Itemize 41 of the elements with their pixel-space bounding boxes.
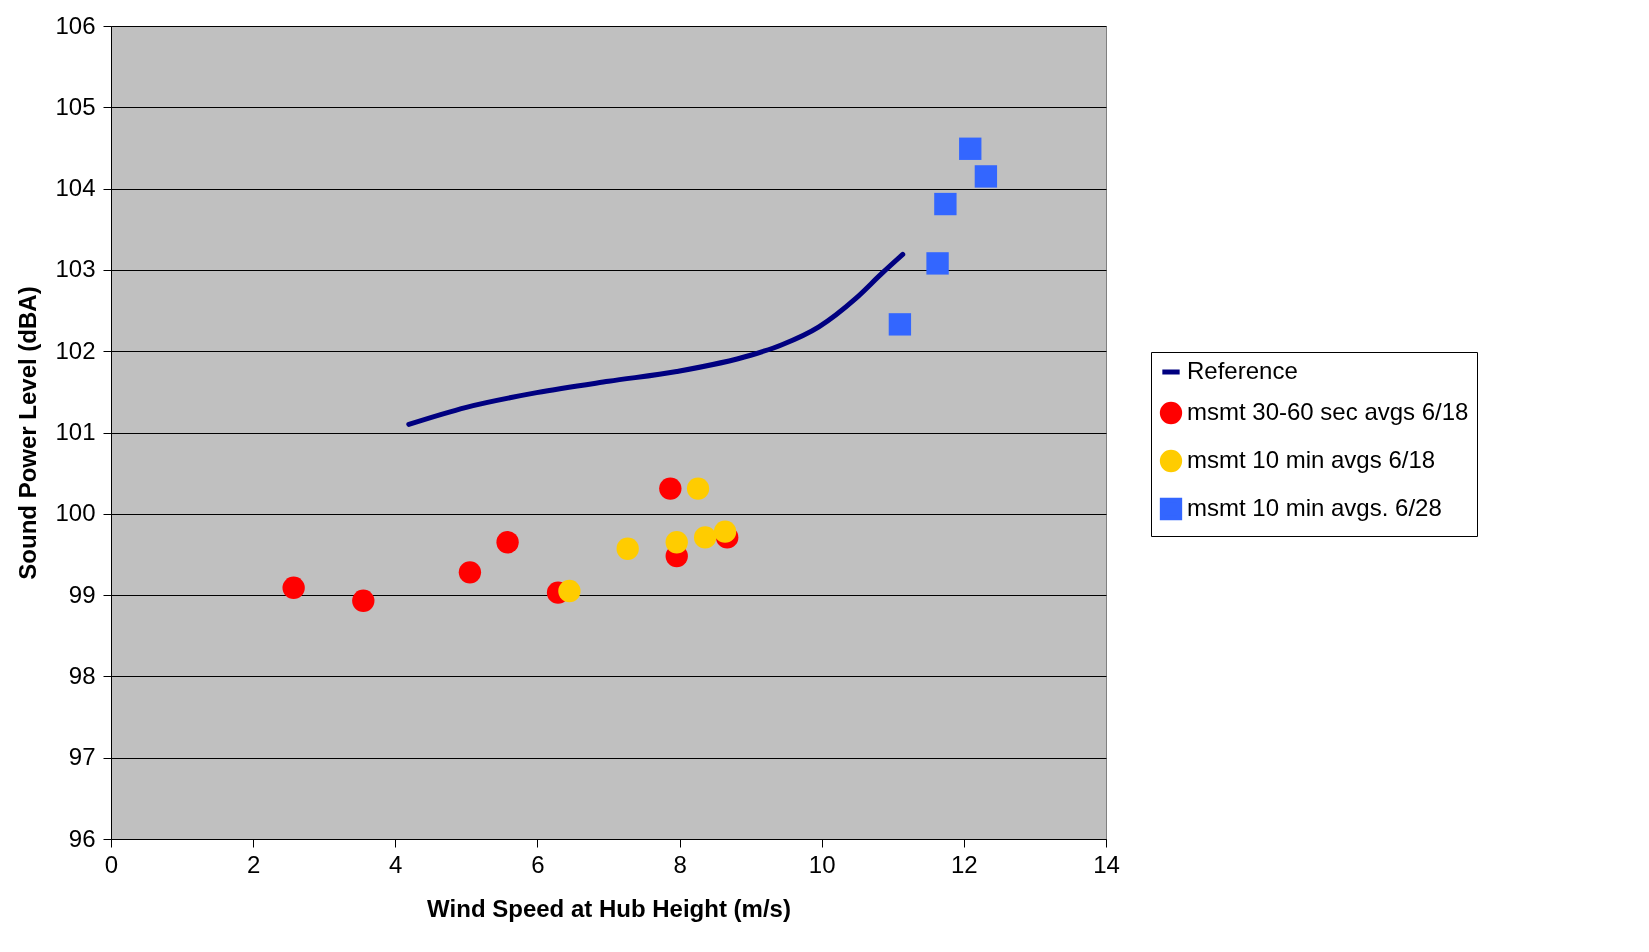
legend-label: msmt 30-60 sec avgs 6/18 [1187,398,1469,425]
x-tick-label: 12 [951,850,978,878]
y-tick-label: 100 [55,499,96,527]
y-tick-label: 102 [55,336,96,364]
x-tick-label: 2 [246,850,261,878]
point [888,313,912,336]
y-tick-label: 98 [68,661,96,689]
point [693,526,717,549]
point [686,477,710,500]
x-tick-label: 10 [808,850,836,878]
legend-label: msmt 10 min avgs. 6/28 [1187,494,1442,521]
point [713,520,737,543]
y-axis-title: Sound Power Level (dBA) [14,286,42,580]
y-tick-label: 97 [68,743,96,771]
x-tick-label: 14 [1093,850,1120,878]
point [458,561,482,584]
point [496,531,519,554]
x-tick-label: 6 [531,850,545,878]
point [659,477,682,500]
x-tick-label: 8 [673,850,687,878]
y-tick-label: 96 [68,824,96,852]
point [282,576,305,599]
x-tick-label: 4 [389,850,403,878]
point [558,579,581,603]
y-tick-label: 105 [55,92,96,120]
point [959,137,982,160]
x-tick-label: 0 [104,850,119,878]
point [665,531,688,554]
x-axis-title: Wind Speed at Hub Height (m/s) [427,894,791,922]
y-tick-label: 103 [55,255,96,283]
point [974,165,998,188]
y-tick-label: 106 [55,11,96,39]
point [934,192,957,216]
y-tick-label: 99 [68,580,96,608]
y-tick-label: 104 [55,174,96,202]
point [926,252,949,275]
legend-label: Reference [1187,357,1298,384]
legend-label: msmt 10 min avgs 6/18 [1187,446,1436,473]
point [352,589,375,612]
y-tick-label: 101 [55,418,96,445]
point [616,537,639,560]
